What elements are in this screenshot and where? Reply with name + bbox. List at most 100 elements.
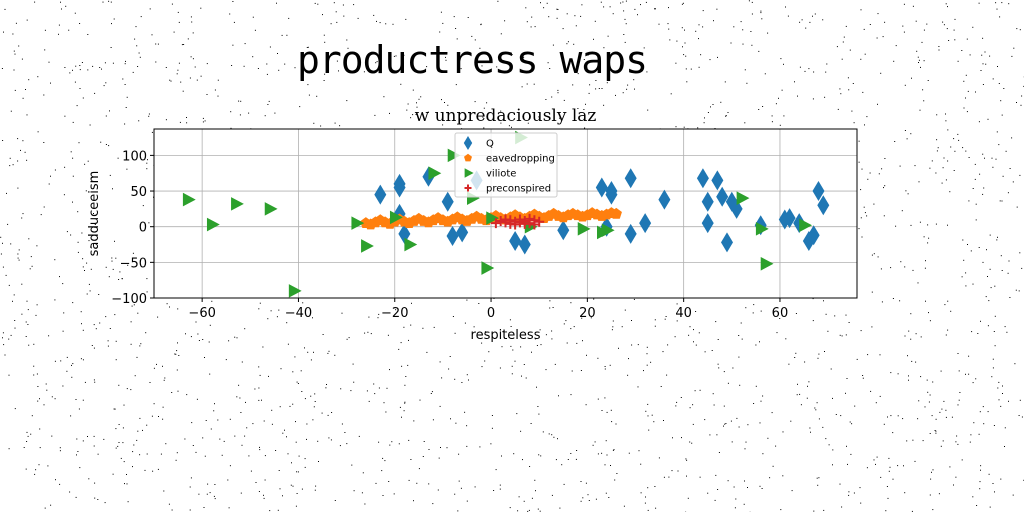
noise-dot: [877, 13, 879, 15]
noise-dot: [680, 397, 682, 398]
noise-dot: [148, 115, 150, 117]
noise-dot: [663, 476, 665, 478]
noise-dot: [296, 493, 298, 494]
noise-dot: [1021, 267, 1023, 269]
noise-dot: [840, 415, 842, 417]
noise-dot: [241, 444, 243, 446]
noise-dot: [155, 43, 157, 45]
noise-dot: [191, 422, 193, 424]
noise-dot: [890, 415, 892, 417]
noise-dot: [22, 213, 24, 215]
noise-dot: [530, 26, 532, 28]
noise-dot: [975, 91, 976, 93]
noise-dot: [717, 339, 719, 340]
noise-dot: [910, 224, 912, 226]
noise-dot: [999, 200, 1001, 202]
noise-dot: [340, 388, 342, 390]
noise-dot: [610, 409, 612, 411]
noise-dot: [182, 90, 184, 92]
noise-dot: [816, 477, 818, 479]
noise-dot: [111, 260, 113, 262]
noise-dot: [192, 58, 194, 60]
noise-dot: [813, 510, 815, 512]
noise-dot: [566, 13, 568, 15]
noise-dot: [25, 336, 27, 337]
noise-dot: [655, 8, 656, 10]
noise-dot: [263, 494, 264, 496]
noise-dot: [847, 77, 849, 79]
noise-dot: [54, 398, 56, 400]
noise-dot: [626, 88, 628, 90]
noise-dot: [647, 415, 649, 417]
noise-dot: [1002, 393, 1003, 394]
noise-dot: [647, 109, 649, 111]
noise-dot: [993, 425, 995, 426]
noise-dot: [975, 203, 977, 205]
noise-dot: [685, 458, 687, 460]
noise-dot: [98, 294, 100, 295]
noise-dot: [825, 313, 827, 315]
noise-dot: [989, 234, 991, 236]
noise-dot: [405, 376, 407, 377]
noise-dot: [972, 382, 974, 384]
noise-dot: [24, 151, 26, 153]
noise-dot: [264, 455, 266, 457]
noise-dot: [461, 382, 463, 383]
noise-dot: [685, 68, 687, 70]
noise-dot: [366, 390, 368, 392]
noise-dot: [122, 427, 124, 429]
point-viliote: [389, 210, 403, 225]
noise-dot: [418, 468, 420, 470]
noise-dot: [525, 7, 527, 9]
noise-dot: [991, 157, 993, 159]
noise-dot: [668, 476, 670, 478]
noise-dot: [13, 50, 15, 52]
noise-dot: [662, 351, 664, 353]
noise-dot: [307, 84, 309, 86]
noise-dot: [36, 245, 38, 247]
noise-dot: [245, 401, 246, 403]
noise-dot: [523, 56, 525, 58]
noise-dot: [288, 17, 290, 19]
noise-dot: [206, 63, 208, 65]
noise-dot: [375, 62, 377, 64]
noise-dot: [368, 316, 370, 318]
point-eavedropping: [567, 207, 579, 219]
noise-dot: [700, 54, 702, 56]
noise-dot: [200, 75, 202, 77]
noise-dot: [612, 326, 614, 328]
noise-dot: [271, 409, 273, 411]
noise-dot: [190, 477, 192, 479]
noise-dot: [886, 486, 888, 487]
noise-dot: [474, 39, 476, 41]
noise-dot: [549, 300, 551, 302]
point-Q: [605, 181, 618, 202]
noise-dot: [645, 410, 647, 412]
noise-dot: [1019, 399, 1021, 401]
noise-dot: [200, 7, 202, 9]
noise-dot: [775, 103, 777, 105]
noise-dot: [14, 327, 16, 329]
noise-dot: [54, 360, 56, 362]
noise-dot: [94, 497, 96, 499]
noise-dot: [445, 59, 447, 61]
noise-dot: [94, 224, 96, 225]
noise-dot: [528, 509, 530, 511]
point-viliote: [351, 216, 365, 230]
noise-dot: [149, 382, 151, 383]
noise-dot: [979, 481, 981, 483]
noise-dot: [386, 387, 388, 389]
noise-dot: [457, 54, 459, 56]
noise-dot: [373, 383, 375, 385]
noise-dot: [623, 10, 625, 12]
noise-dot: [10, 334, 12, 336]
legend-entry: viliote: [486, 169, 516, 180]
noise-dot: [1019, 174, 1021, 176]
noise-dot: [848, 89, 850, 91]
noise-dot: [967, 244, 968, 245]
noise-dot: [91, 177, 93, 178]
noise-dot: [176, 452, 178, 454]
noise-dot: [483, 107, 485, 109]
noise-dot: [994, 491, 995, 493]
noise-dot: [190, 336, 192, 338]
